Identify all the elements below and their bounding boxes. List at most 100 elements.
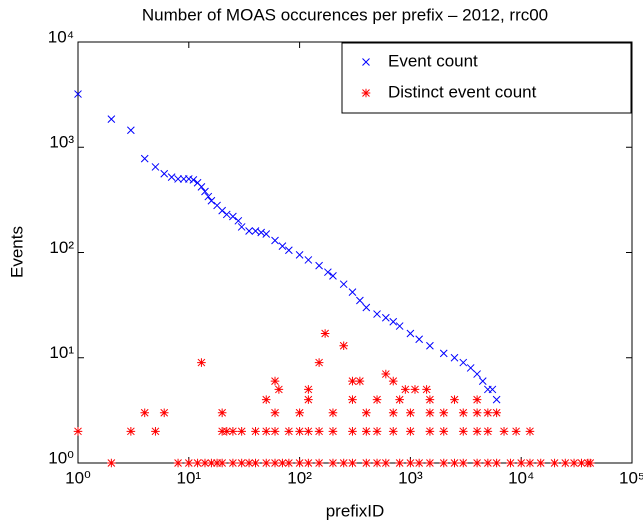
point — [140, 154, 149, 163]
point — [425, 395, 435, 404]
point — [184, 175, 193, 183]
point — [315, 261, 323, 270]
point — [251, 458, 260, 468]
point — [483, 427, 493, 436]
point — [395, 458, 404, 468]
point — [483, 458, 493, 468]
point — [270, 376, 280, 386]
point — [550, 458, 559, 468]
point — [270, 458, 280, 468]
point — [270, 408, 280, 418]
point — [320, 329, 330, 338]
x-tick-label: 10² — [287, 468, 312, 487]
point — [217, 458, 227, 468]
point — [212, 458, 222, 468]
point — [395, 322, 404, 330]
point — [372, 427, 382, 436]
point — [372, 458, 382, 468]
point — [473, 370, 481, 378]
point — [506, 458, 515, 468]
point — [492, 458, 501, 468]
point — [197, 183, 206, 191]
point — [406, 329, 415, 338]
point — [151, 427, 160, 436]
point — [329, 271, 337, 280]
point — [314, 458, 324, 468]
point — [217, 427, 227, 436]
point — [355, 376, 365, 386]
point — [304, 256, 313, 264]
point — [439, 458, 449, 468]
legend-label: Event count — [388, 51, 478, 70]
point — [228, 427, 238, 436]
point — [127, 126, 135, 135]
point — [251, 427, 260, 436]
point — [348, 458, 357, 468]
point — [304, 458, 313, 468]
point — [328, 458, 338, 468]
y-axis-label: Events — [7, 226, 26, 278]
point — [159, 408, 169, 418]
point — [472, 427, 482, 436]
point — [425, 458, 435, 468]
point — [201, 187, 209, 196]
point — [348, 427, 357, 436]
point — [262, 230, 271, 238]
point — [395, 395, 404, 404]
point — [270, 427, 280, 436]
point — [472, 395, 482, 404]
point — [284, 458, 294, 468]
y-tick-label: 10² — [49, 238, 74, 257]
point — [450, 458, 459, 468]
point — [536, 458, 546, 468]
point — [483, 408, 493, 418]
point — [439, 349, 448, 358]
point — [189, 176, 198, 184]
point — [381, 458, 391, 468]
point — [585, 458, 595, 468]
point — [439, 408, 449, 418]
y-tick-label: 10⁴ — [48, 27, 74, 46]
point — [492, 395, 501, 404]
point — [577, 458, 586, 468]
point — [237, 458, 246, 468]
point — [244, 458, 254, 468]
point — [458, 408, 468, 418]
point — [251, 227, 260, 235]
x-axis-label: prefixID — [326, 501, 385, 520]
point — [439, 427, 449, 436]
point — [478, 377, 487, 385]
point — [207, 458, 216, 468]
point — [381, 369, 391, 379]
point — [126, 427, 136, 436]
point — [492, 408, 501, 418]
point — [324, 268, 332, 277]
point — [197, 358, 206, 367]
point — [261, 395, 271, 404]
point — [348, 395, 357, 404]
point — [107, 458, 116, 468]
point — [217, 408, 227, 418]
point — [472, 458, 482, 468]
point — [328, 408, 338, 418]
point — [381, 313, 390, 322]
point — [388, 376, 398, 386]
point — [160, 169, 169, 178]
point — [356, 296, 364, 305]
point — [285, 246, 293, 255]
point — [261, 458, 271, 468]
point — [410, 385, 420, 394]
legend-label: Distinct event count — [388, 82, 537, 101]
point — [362, 427, 371, 436]
legend-box — [341, 42, 632, 114]
point — [339, 458, 348, 468]
point — [406, 408, 415, 418]
point — [458, 458, 468, 468]
point — [207, 196, 216, 205]
point — [184, 458, 194, 468]
point — [466, 364, 475, 372]
point — [204, 192, 213, 201]
point — [271, 236, 279, 245]
y-tick-label: 10¹ — [49, 343, 74, 362]
point — [516, 458, 526, 468]
